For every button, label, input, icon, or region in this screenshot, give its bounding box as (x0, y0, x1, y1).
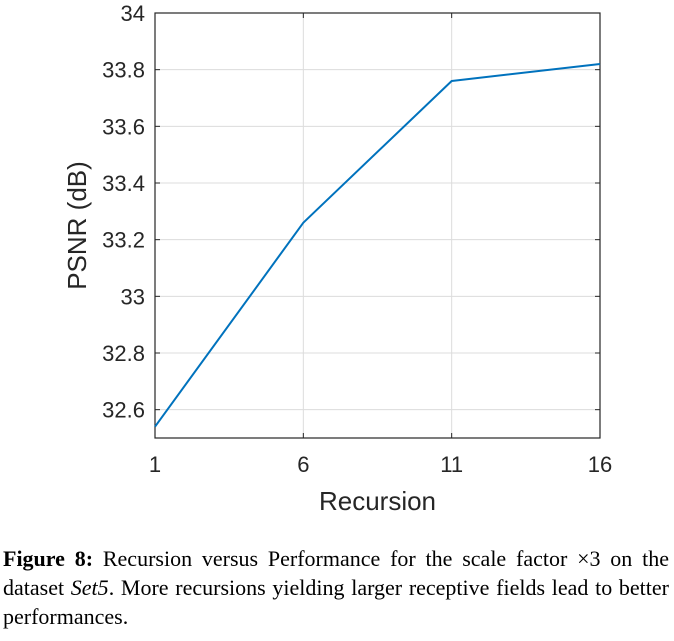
caption-dataset: Set5 (70, 575, 109, 600)
y-tick-label: 32.8 (102, 341, 145, 366)
psnr-series-line (154, 63, 601, 428)
figure-caption: Figure 8: Recursion versus Performance f… (3, 544, 669, 631)
figure-label: Figure 8: (3, 546, 94, 571)
psnr-recursion-chart: Recursion PSNR (dB) 1 6 11 1632.632.83333.2… (62, 1, 612, 516)
y-tick-label: 33.2 (102, 228, 145, 253)
caption-text-2: . More recursions yielding larger recept… (3, 575, 669, 629)
x-tick-label: 1 (149, 452, 161, 477)
x-tick-label: 11 (440, 452, 463, 477)
plot-area-frame (154, 12, 601, 439)
y-tick-label: 33.4 (102, 171, 145, 196)
series-layer (154, 63, 601, 428)
grid-lines (155, 13, 600, 438)
y-tick-label: 34 (121, 1, 145, 26)
y-tick-label: 32.6 (102, 398, 145, 423)
y-axis-title: PSNR (dB) (62, 161, 92, 290)
x-axis-title: Recursion (319, 486, 436, 516)
caption-text-1: Recursion versus Performance for the sca… (3, 546, 669, 600)
x-tick-label: 6 (297, 452, 309, 477)
axis-ticks (154, 12, 601, 438)
y-tick-label: 33 (121, 284, 145, 309)
y-tick-label: 33.6 (102, 114, 145, 139)
x-tick-label: 16 (588, 452, 612, 477)
y-tick-label: 33.8 (102, 58, 145, 83)
